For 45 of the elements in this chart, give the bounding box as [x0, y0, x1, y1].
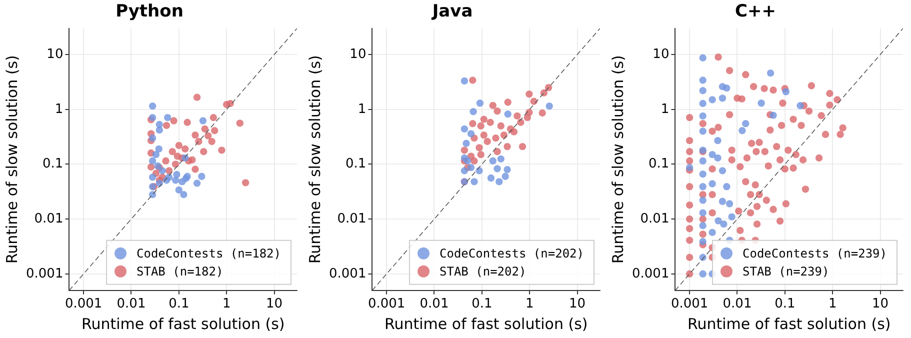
x-tick-label: 0.001	[670, 296, 708, 312]
x-tick-label: 10	[872, 296, 889, 312]
x-tick-label: 1	[525, 296, 534, 312]
y-tick-label: 0.01	[337, 211, 366, 226]
x-axis-title: Runtime of fast solution (s)	[81, 314, 285, 333]
x-tick-label: 10	[266, 296, 283, 312]
y-tick-label: 0.01	[640, 211, 670, 226]
y-tick-label: 0.01	[34, 211, 64, 226]
y-axis-title: Runtime of slow solution (s)	[306, 55, 324, 264]
y-tick-label: 1	[358, 102, 366, 117]
y-tick-label: 10	[350, 46, 366, 62]
y-tick-label: 0.001	[26, 266, 64, 282]
x-axis-title: Runtime of fast solution (s)	[384, 314, 588, 333]
x-tick-label: 10	[568, 296, 586, 312]
chart-title: Python	[116, 2, 184, 22]
y-tick-label: 0.1	[648, 156, 670, 172]
y-axis-title: Runtime of slow solution (s)	[2, 55, 21, 264]
y-tick-label: 10	[46, 46, 64, 62]
y-tick-label: 10	[652, 46, 670, 62]
legend-label: STAB (n=182)	[136, 264, 224, 279]
legend-label: CodeContests (n=239)	[742, 246, 888, 261]
x-tick-label: 0.1	[774, 296, 796, 312]
x-axis-title: Runtime of fast solution (s)	[687, 314, 891, 333]
x-tick-label: 0.01	[722, 296, 752, 312]
x-tick-label: 0.1	[472, 296, 492, 312]
y-axis-title: Runtime of slow solution (s)	[608, 55, 627, 264]
y-tick-label: 0.001	[632, 266, 670, 282]
chart-title: Java	[431, 2, 473, 22]
x-tick-label: 1	[222, 296, 231, 312]
legend-label: CodeContests (n=182)	[136, 246, 282, 261]
legend-label: STAB (n=202)	[440, 264, 526, 279]
x-tick-label: 1	[828, 296, 837, 312]
y-tick-label: 0.1	[346, 156, 366, 172]
x-tick-label: 0.001	[368, 296, 406, 312]
x-tick-label: 0.01	[116, 296, 146, 312]
y-tick-label: 1	[54, 102, 64, 117]
y-tick-label: 0.1	[42, 156, 64, 172]
legend-label: CodeContests (n=202)	[440, 246, 584, 261]
legend-label: STAB (n=239)	[742, 264, 830, 279]
x-tick-label: 0.01	[420, 296, 449, 312]
chart-title: C++	[735, 2, 776, 22]
x-tick-label: 0.1	[168, 296, 190, 312]
x-tick-label: 0.001	[64, 296, 102, 312]
y-tick-label: 1	[660, 102, 670, 117]
y-tick-label: 0.001	[329, 266, 366, 282]
